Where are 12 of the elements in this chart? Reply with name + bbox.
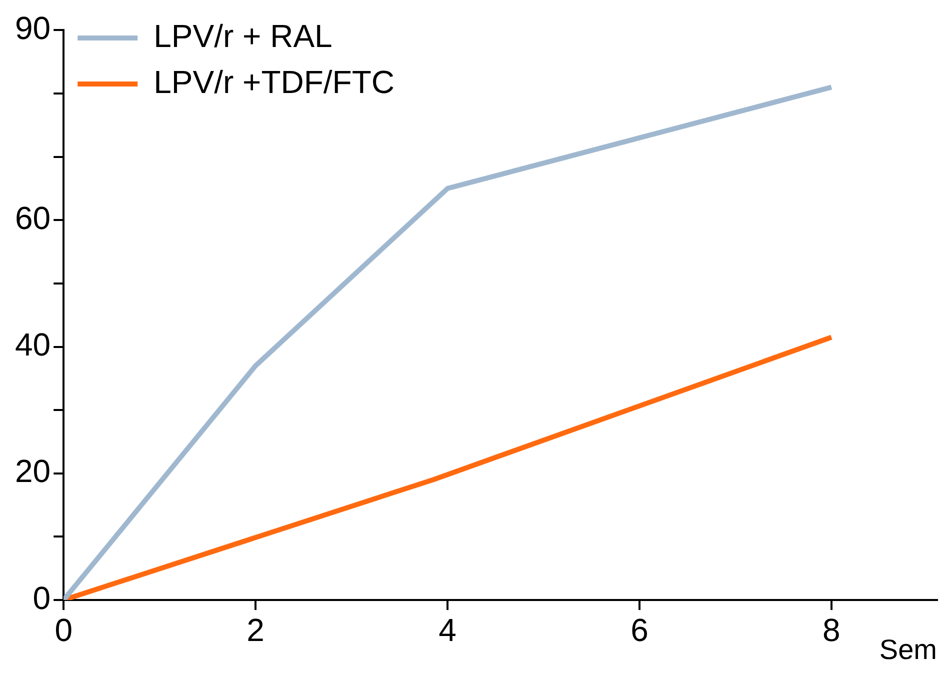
x-axis-title: Sem [879, 634, 937, 665]
x-tick-label: 8 [822, 612, 840, 648]
x-tick-label: 2 [246, 612, 264, 648]
legend-label: LPV/r + RAL [154, 18, 332, 54]
y-tick-label: 20 [15, 453, 51, 490]
y-tick-label: 0 [32, 580, 51, 616]
y-tick-label: 60 [15, 200, 51, 236]
y-tick-label: 90 [15, 10, 51, 46]
legend-label: LPV/r +TDF/FTC [154, 64, 394, 100]
x-tick-label: 4 [438, 612, 456, 648]
x-tick-label: 6 [630, 612, 648, 648]
y-tick-label: 40 [15, 326, 51, 363]
